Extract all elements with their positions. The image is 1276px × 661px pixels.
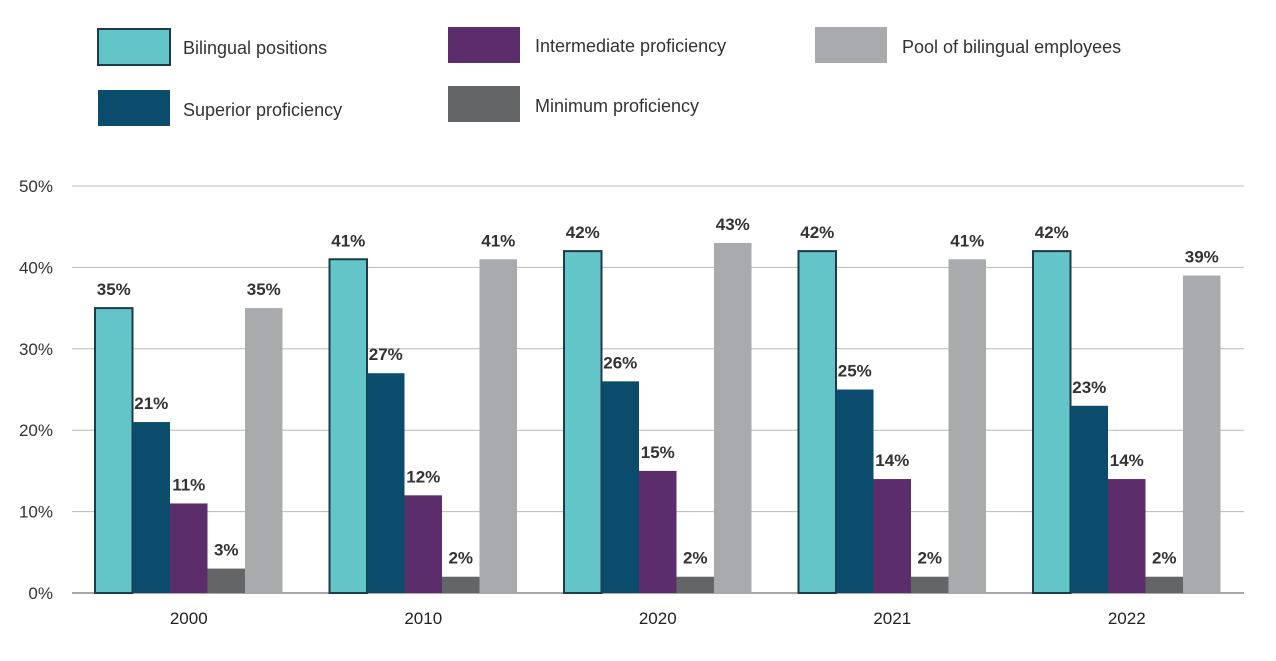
bar-bilingual-positions-2000 bbox=[94, 307, 134, 594]
bar-intermediate-proficiency-2021 bbox=[873, 479, 911, 593]
legend: Bilingual positions Superior proficiency I… bbox=[97, 27, 1121, 126]
y-tick-label-40: 40% bbox=[19, 258, 53, 277]
y-axis-ticks: 0% 10% 20% 30% 40% 50% bbox=[19, 177, 53, 603]
x-category-label-2010: 2010 bbox=[404, 609, 442, 628]
data-label-superior-proficiency-2020: 26% bbox=[603, 353, 637, 372]
data-label-intermediate-proficiency-2020: 15% bbox=[641, 443, 675, 462]
legend-label-intermediate-proficiency: Intermediate proficiency bbox=[535, 36, 726, 56]
data-label-bilingual-positions-2021: 42% bbox=[800, 223, 834, 242]
data-label-bilingual-positions-2022: 42% bbox=[1035, 223, 1069, 242]
data-label-bilingual-positions-2020: 42% bbox=[566, 223, 600, 242]
x-axis-categories: 2000 2010 2020 2021 2022 bbox=[170, 609, 1146, 628]
bar-minimum-proficiency-2020 bbox=[676, 576, 714, 593]
y-tick-label-50: 50% bbox=[19, 177, 53, 196]
legend-swatch-intermediate-proficiency bbox=[448, 27, 520, 63]
bar-bilingual-positions-2020 bbox=[563, 250, 603, 594]
bar-superior-proficiency-2000 bbox=[132, 422, 170, 593]
data-label-pool-of-bilingual-employees-2021: 41% bbox=[950, 231, 984, 250]
bar-intermediate-proficiency-2010 bbox=[404, 495, 442, 593]
bar-pool-of-bilingual-employees-2020 bbox=[714, 242, 752, 594]
data-label-intermediate-proficiency-2022: 14% bbox=[1110, 451, 1144, 470]
bar-bilingual-positions-2021 bbox=[797, 250, 837, 594]
data-label-pool-of-bilingual-employees-2010: 41% bbox=[481, 231, 515, 250]
data-label-minimum-proficiency-2021: 2% bbox=[917, 549, 942, 568]
x-category-label-2022: 2022 bbox=[1108, 609, 1146, 628]
data-label-bilingual-positions-2010: 41% bbox=[331, 231, 365, 250]
legend-label-pool-of-bilingual-employees: Pool of bilingual employees bbox=[902, 37, 1121, 57]
bar-minimum-proficiency-2021 bbox=[911, 576, 949, 593]
bar-intermediate-proficiency-2020 bbox=[639, 470, 677, 593]
y-tick-label-30: 30% bbox=[19, 340, 53, 359]
data-label-superior-proficiency-2021: 25% bbox=[838, 362, 872, 381]
bar-pool-of-bilingual-employees-2000 bbox=[245, 308, 283, 593]
y-tick-label-10: 10% bbox=[19, 503, 53, 522]
bar-superior-proficiency-2022 bbox=[1070, 405, 1108, 593]
bar-pool-of-bilingual-employees-2021 bbox=[948, 259, 986, 593]
bar-minimum-proficiency-2010 bbox=[442, 576, 480, 593]
data-label-minimum-proficiency-2000: 3% bbox=[214, 541, 239, 560]
data-label-intermediate-proficiency-2010: 12% bbox=[406, 467, 440, 486]
bar-intermediate-proficiency-2022 bbox=[1108, 479, 1146, 593]
bar-pool-of-bilingual-employees-2022 bbox=[1183, 275, 1221, 593]
bar-intermediate-proficiency-2000 bbox=[170, 503, 208, 593]
data-label-superior-proficiency-2000: 21% bbox=[134, 394, 168, 413]
bar-superior-proficiency-2010 bbox=[367, 373, 405, 593]
bar-bilingual-positions-2010 bbox=[328, 258, 368, 594]
x-category-label-2020: 2020 bbox=[639, 609, 677, 628]
bars bbox=[94, 242, 1221, 594]
data-label-minimum-proficiency-2010: 2% bbox=[448, 549, 473, 568]
legend-swatch-minimum-proficiency bbox=[448, 86, 520, 122]
data-label-minimum-proficiency-2020: 2% bbox=[683, 549, 708, 568]
data-label-pool-of-bilingual-employees-2000: 35% bbox=[247, 280, 281, 299]
bar-minimum-proficiency-2000 bbox=[207, 568, 245, 593]
data-labels: 35% 21% 11% 3% 35% 41% 27% 12% 2% 41% 42% 26% 15% 2% 4… bbox=[97, 215, 1219, 568]
y-tick-label-0: 0% bbox=[28, 584, 53, 603]
data-label-pool-of-bilingual-employees-2020: 43% bbox=[716, 215, 750, 234]
bar-superior-proficiency-2021 bbox=[836, 389, 874, 593]
data-label-bilingual-positions-2000: 35% bbox=[97, 280, 131, 299]
legend-label-minimum-proficiency: Minimum proficiency bbox=[535, 96, 699, 116]
data-label-minimum-proficiency-2022: 2% bbox=[1152, 549, 1177, 568]
x-category-label-2021: 2021 bbox=[873, 609, 911, 628]
data-label-pool-of-bilingual-employees-2022: 39% bbox=[1185, 248, 1219, 267]
legend-label-superior-proficiency: Superior proficiency bbox=[183, 100, 342, 120]
legend-label-bilingual-positions: Bilingual positions bbox=[183, 38, 327, 58]
data-label-superior-proficiency-2010: 27% bbox=[369, 345, 403, 364]
data-label-intermediate-proficiency-2000: 11% bbox=[172, 475, 205, 494]
legend-swatch-bilingual-positions bbox=[97, 28, 171, 66]
x-category-label-2000: 2000 bbox=[170, 609, 208, 628]
legend-swatch-superior-proficiency bbox=[98, 90, 170, 126]
legend-swatch-pool-of-bilingual-employees bbox=[815, 27, 887, 63]
bar-minimum-proficiency-2022 bbox=[1145, 576, 1183, 593]
bar-pool-of-bilingual-employees-2010 bbox=[479, 259, 517, 593]
bar-superior-proficiency-2020 bbox=[601, 381, 639, 593]
y-tick-label-20: 20% bbox=[19, 421, 53, 440]
data-label-intermediate-proficiency-2021: 14% bbox=[875, 451, 909, 470]
data-label-superior-proficiency-2022: 23% bbox=[1072, 378, 1106, 397]
bar-bilingual-positions-2022 bbox=[1032, 250, 1072, 594]
